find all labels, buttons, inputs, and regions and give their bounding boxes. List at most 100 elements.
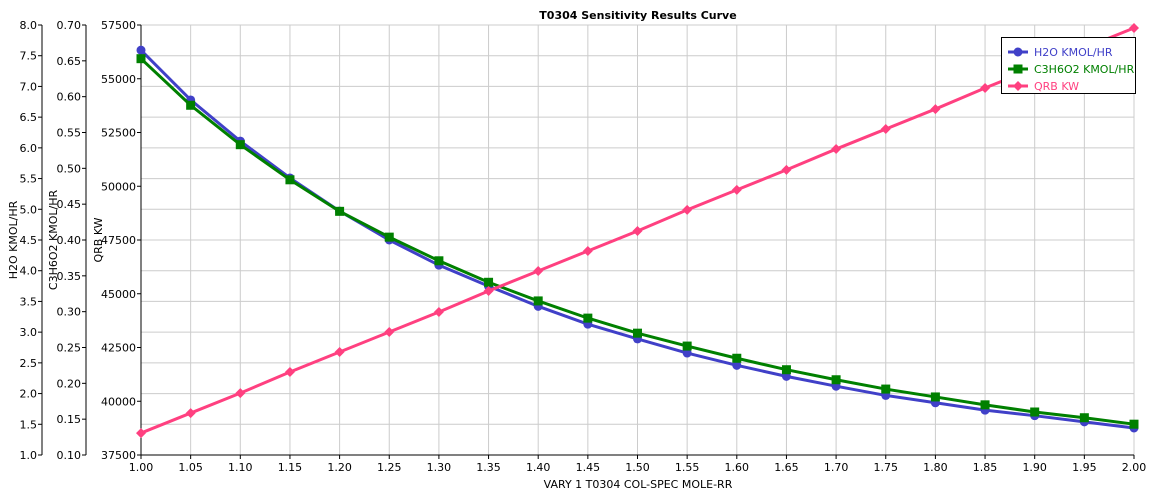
data-point-c3 [930, 392, 940, 402]
legend-box [1001, 37, 1136, 94]
data-point-c3 [533, 296, 543, 306]
h2o-tick-label: 7.0 [20, 80, 38, 93]
data-point-qrb [1129, 23, 1139, 34]
data-point-qrb [483, 285, 494, 296]
h2o-tick-label: 2.5 [20, 357, 38, 370]
legend-marker-c3 [1013, 64, 1023, 74]
data-point-c3 [384, 232, 394, 242]
c3-tick-label: 0.40 [57, 234, 82, 247]
h2o-tick-label: 6.0 [20, 142, 38, 155]
data-point-qrb [831, 144, 842, 155]
x-tick-label: 2.00 [1122, 461, 1147, 474]
data-point-c3 [136, 54, 146, 64]
c3-tick-label: 0.60 [57, 91, 82, 104]
x-tick-label: 1.10 [228, 461, 253, 474]
c3-tick-label: 0.65 [57, 55, 82, 68]
legend-label: C3H6O2 KMOL/HR [1034, 63, 1135, 76]
data-point-h2o [136, 45, 146, 55]
qrb-tick-label: 40000 [101, 395, 136, 408]
c3-axis-label: C3H6O2 KMOL/HR [47, 190, 60, 291]
c3-tick-label: 0.45 [57, 198, 82, 211]
h2o-tick-label: 1.0 [20, 449, 38, 462]
legend-marker-qrb [1013, 81, 1023, 91]
x-tick-label: 1.30 [427, 461, 452, 474]
data-point-qrb [136, 428, 146, 439]
qrb-tick-label: 37500 [101, 449, 136, 462]
data-point-qrb [582, 245, 593, 256]
c3-tick-label: 0.70 [57, 19, 82, 32]
data-point-c3 [335, 206, 345, 216]
h2o-tick-label: 3.0 [20, 326, 38, 339]
c3-tick-label: 0.15 [57, 413, 82, 426]
data-point-c3 [781, 365, 791, 375]
x-tick-label: 1.00 [129, 461, 154, 474]
data-point-qrb [235, 388, 246, 399]
c3-tick-label: 0.20 [57, 377, 82, 390]
x-tick-label: 1.85 [973, 461, 998, 474]
data-point-qrb [980, 82, 991, 93]
qrb-axis-label: QRB KW [92, 217, 105, 262]
x-tick-label: 1.40 [526, 461, 551, 474]
data-point-c3 [285, 175, 295, 185]
c3-tick-label: 0.35 [57, 270, 82, 283]
data-point-c3 [186, 100, 196, 110]
axes: 1.00 1.05 1.10 1.15 1.20 1.25 1.30 1.35 1.40 1.45… [7, 19, 1146, 474]
data-point-qrb [384, 327, 395, 338]
legend-marker-h2o [1013, 47, 1023, 57]
data-point-qrb [930, 104, 941, 115]
h2o-tick-label: 4.0 [20, 265, 38, 278]
legend-label: H2O KMOL/HR [1034, 46, 1113, 59]
data-point-c3 [682, 341, 692, 351]
h2o-tick-label: 3.5 [20, 295, 38, 308]
h2o-tick-label: 8.0 [20, 19, 38, 32]
x-tick-label: 1.25 [377, 461, 402, 474]
x-tick-label: 1.15 [278, 461, 303, 474]
h2o-tick-label: 4.5 [20, 234, 38, 247]
qrb-tick-label: 45000 [101, 288, 136, 301]
data-point-h2o [732, 360, 742, 370]
x-tick-label: 1.80 [923, 461, 948, 474]
legend: H2O KMOL/HR C3H6O2 KMOL/HR QRB KW [1001, 37, 1136, 94]
c3-tick-label: 0.55 [57, 127, 82, 140]
data-point-qrb [433, 307, 444, 318]
x-tick-label: 1.45 [576, 461, 601, 474]
c3-tick-label: 0.50 [57, 162, 82, 175]
data-point-c3 [1079, 413, 1089, 423]
data-point-qrb [880, 124, 891, 135]
x-tick-label: 1.75 [874, 461, 899, 474]
data-point-qrb [682, 204, 693, 215]
data-point-qrb [185, 408, 196, 419]
c3-tick-label: 0.10 [57, 449, 82, 462]
x-tick-label: 1.05 [178, 461, 203, 474]
data-point-c3 [235, 140, 245, 150]
qrb-tick-label: 47500 [101, 234, 136, 247]
h2o-tick-label: 2.0 [20, 388, 38, 401]
qrb-tick-label: 55000 [101, 73, 136, 86]
h2o-tick-label: 5.5 [20, 173, 38, 186]
data-point-qrb [334, 347, 345, 358]
x-tick-label: 1.90 [1022, 461, 1047, 474]
data-point-qrb [284, 367, 295, 378]
series-group [136, 23, 1139, 439]
data-point-qrb [632, 225, 643, 236]
x-tick-label: 1.55 [675, 461, 700, 474]
x-axis-label: VARY 1 T0304 COL-SPEC MOLE-RR [544, 478, 733, 491]
h2o-axis-label: H2O KMOL/HR [7, 200, 20, 279]
h2o-tick-label: 5.0 [20, 203, 38, 216]
data-point-c3 [583, 313, 593, 323]
x-tick-label: 1.65 [774, 461, 799, 474]
legend-label: QRB KW [1034, 80, 1079, 93]
data-point-c3 [434, 256, 444, 266]
data-point-c3 [484, 277, 494, 287]
data-point-c3 [831, 375, 841, 385]
qrb-tick-label: 57500 [101, 19, 136, 32]
data-point-c3 [1129, 419, 1139, 429]
data-point-c3 [1030, 407, 1040, 417]
data-point-qrb [533, 265, 544, 276]
data-point-c3 [633, 328, 642, 338]
x-tick-label: 1.50 [625, 461, 650, 474]
data-point-qrb [781, 164, 792, 175]
qrb-tick-label: 52500 [101, 127, 136, 140]
c3-tick-label: 0.30 [57, 306, 82, 319]
h2o-tick-label: 7.5 [20, 50, 38, 63]
